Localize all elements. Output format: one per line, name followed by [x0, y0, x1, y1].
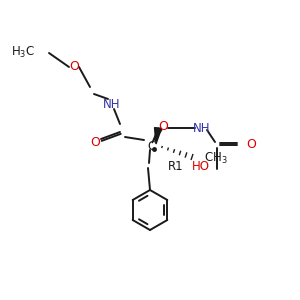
Text: O: O — [158, 121, 168, 134]
Polygon shape — [152, 128, 162, 143]
Polygon shape — [154, 128, 161, 144]
Text: NH: NH — [193, 122, 211, 134]
Text: O: O — [246, 139, 256, 152]
Text: R1: R1 — [168, 160, 184, 173]
Text: CH$_3$: CH$_3$ — [204, 150, 228, 166]
Text: HO: HO — [192, 160, 210, 172]
Text: O: O — [69, 61, 79, 74]
Text: O: O — [90, 136, 100, 148]
Text: NH: NH — [103, 98, 121, 110]
Text: C: C — [148, 140, 156, 152]
Text: H$_3$C: H$_3$C — [11, 44, 35, 59]
